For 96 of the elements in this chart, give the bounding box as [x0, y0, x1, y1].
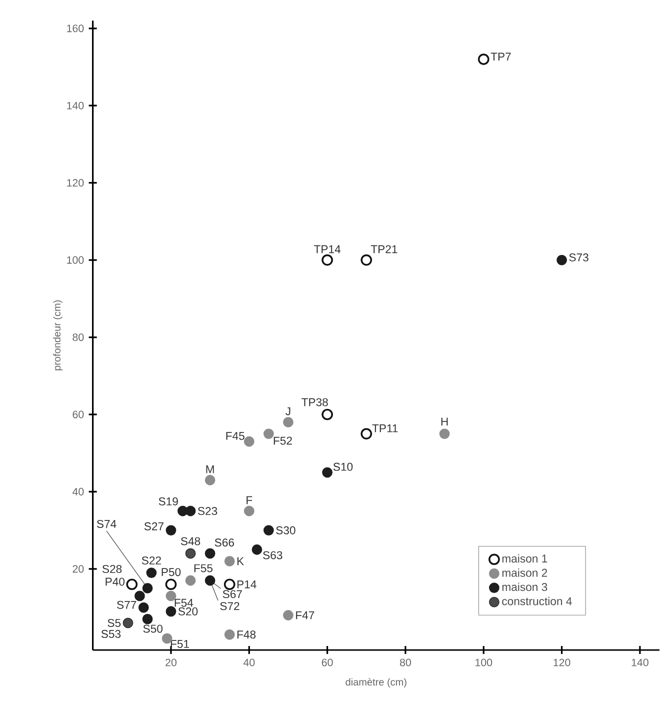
y-tick-label: 60: [72, 410, 84, 418]
point: [165, 578, 177, 590]
point: [244, 506, 254, 516]
annotation: S66: [214, 538, 234, 547]
point: [283, 417, 294, 428]
annotation: S72: [220, 602, 240, 610]
point: [556, 254, 568, 266]
annotation: TP14: [314, 245, 341, 254]
annotation: H: [441, 418, 448, 426]
point: [166, 606, 176, 617]
annotation: K: [238, 557, 244, 566]
annotation: S27: [144, 522, 164, 530]
annotation: S63: [263, 551, 282, 560]
point: [185, 506, 196, 516]
annotation: TP11: [372, 424, 398, 432]
point: [204, 548, 216, 559]
point: [185, 575, 196, 586]
annotation: F45: [226, 432, 244, 440]
point: [439, 428, 450, 439]
y-tick-label: 120: [67, 179, 84, 187]
point: [478, 54, 490, 65]
point: [264, 525, 274, 536]
x-tick-label: 20: [166, 658, 177, 666]
annotation: J: [286, 407, 290, 416]
y-tick-label: 20: [72, 565, 84, 573]
point: [185, 548, 196, 559]
annotation: P14: [238, 580, 256, 588]
point: [224, 578, 236, 590]
point: [122, 618, 134, 628]
annotation: S74: [97, 520, 116, 528]
annotation: S30: [276, 526, 296, 534]
annotation: S67: [222, 590, 242, 598]
point: [146, 568, 157, 578]
annotation: TP21: [370, 245, 398, 254]
annotation: S28: [102, 564, 122, 574]
annotation: P40: [106, 578, 125, 586]
annotation: F55: [194, 564, 213, 572]
point: [138, 602, 149, 613]
point: [166, 590, 176, 602]
annotation: F54: [174, 598, 194, 607]
legend-label: maison 1: [502, 554, 548, 563]
x-axis-title: diamètre (cm): [346, 678, 406, 688]
y-tick-label: 160: [67, 24, 84, 32]
annotation: S53: [102, 630, 121, 638]
point: [204, 474, 216, 486]
annotation: S73: [569, 253, 588, 262]
x-tick-label: 140: [632, 658, 649, 666]
annotation: S50: [143, 624, 163, 633]
annotation: TP38: [302, 398, 328, 406]
point: [360, 254, 372, 266]
point: [162, 633, 172, 644]
y-tick-label: 80: [72, 333, 84, 342]
point: [360, 428, 372, 440]
annotation: S48: [181, 537, 200, 546]
point: [252, 544, 262, 555]
y-tick-label: 100: [67, 256, 84, 264]
point: [264, 428, 274, 439]
point: [126, 578, 138, 590]
annotation: S19: [158, 497, 178, 506]
point: [142, 583, 153, 594]
point: [322, 254, 334, 266]
point: [204, 575, 216, 586]
annotation: F51: [171, 640, 190, 648]
x-tick-label: 40: [244, 658, 255, 666]
y-axis-title: profondeur (cm): [53, 300, 63, 370]
point: [283, 610, 294, 620]
x-tick-label: 80: [400, 658, 412, 666]
annotation: M: [206, 465, 214, 474]
annotation: TP7: [490, 52, 511, 61]
annotation: S23: [198, 507, 218, 516]
legend-label: maison 3: [502, 582, 548, 592]
annotation: S5: [108, 618, 121, 627]
annotation: P50: [162, 568, 181, 576]
annotation: S22: [142, 556, 162, 565]
annotation: F48: [238, 630, 256, 639]
annotation: S10: [334, 462, 353, 471]
annotation: F52: [274, 436, 292, 445]
y-tick-label: 140: [67, 102, 84, 110]
point: [142, 614, 153, 624]
annotation: F47: [296, 611, 314, 620]
point: [166, 525, 176, 536]
legend-label: maison 2: [502, 568, 548, 577]
point: [322, 467, 333, 478]
point: [224, 556, 235, 566]
x-tick-label: 100: [476, 658, 492, 666]
point: [134, 590, 146, 602]
annotation: S77: [117, 600, 136, 609]
point: [224, 629, 235, 640]
annotation: F: [246, 496, 252, 504]
legend-label: construction 4: [502, 596, 572, 606]
annotation: S20: [178, 607, 198, 616]
y-tick-label: 40: [72, 488, 84, 496]
point: [322, 408, 334, 420]
x-tick-label: 60: [322, 658, 333, 666]
point: [244, 436, 254, 447]
x-tick-label: 120: [554, 658, 570, 666]
